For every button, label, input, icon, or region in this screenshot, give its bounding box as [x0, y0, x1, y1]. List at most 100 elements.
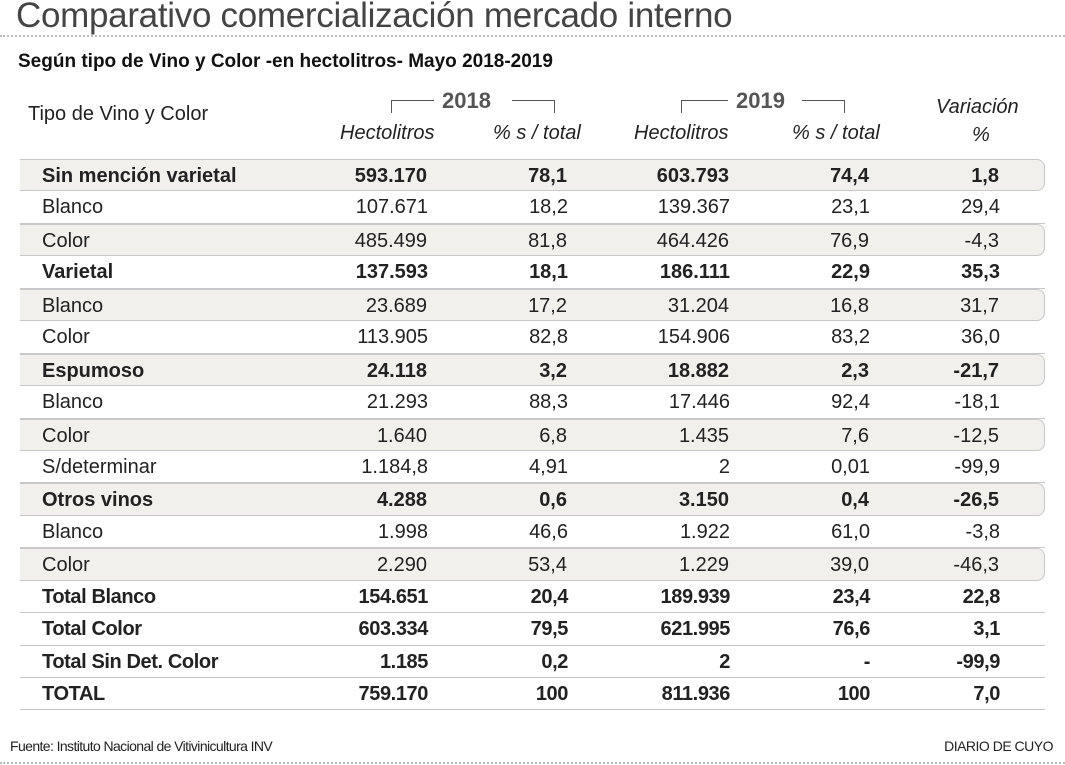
hecto-2018-cell: 1.184,8 [361, 455, 428, 478]
variation-cell: -3,8 [965, 520, 1000, 543]
pct-2019-cell: 2,3 [841, 359, 869, 382]
bracket-2018-left [391, 100, 434, 113]
hecto-2018-cell: 23.689 [365, 294, 427, 317]
table-row: Color 113.905 82,8 154.906 83,2 36,0 [20, 321, 1045, 354]
table-row: TOTAL 759.170 100 811.936 100 7,0 [20, 678, 1045, 711]
chart-title: Comparativo comercialización mercado int… [16, 0, 733, 35]
hecto-2018-cell: 137.593 [355, 261, 428, 284]
header-pct-2018: % s / total [493, 122, 581, 144]
variation-cell: -46,3 [953, 554, 999, 577]
row-label-cell: Varietal [42, 261, 114, 284]
variation-cell: 31,7 [960, 294, 999, 317]
row-label-cell: Otros vinos [42, 489, 154, 512]
table-row: Blanco 107.671 18,2 139.367 23,1 29,4 [20, 191, 1045, 224]
hecto-2018-cell: 1.998 [377, 520, 428, 543]
pct-2018-cell: 4,91 [529, 455, 568, 478]
hecto-2018-cell: 21.293 [366, 391, 428, 414]
hecto-2018-cell: 759.170 [358, 683, 429, 705]
hecto-2018-cell: 1.640 [376, 424, 427, 447]
row-label-cell: Color [42, 326, 90, 349]
variation-cell: 3,1 [973, 618, 1000, 641]
pct-2019-cell: 83,2 [831, 326, 870, 349]
pct-2019-cell: 100 [837, 683, 871, 705]
hecto-2019-cell: 603.793 [656, 165, 729, 187]
variation-cell: 35,3 [961, 261, 1000, 284]
bracket-2018-right [512, 100, 555, 113]
row-label-cell: Total Blanco [42, 585, 156, 608]
pct-2019-cell: 0,4 [841, 489, 869, 512]
data-table: Sin mención varietal 593.170 78,1 603.793 74… [20, 159, 1045, 711]
pct-2018-cell: 53,4 [528, 554, 567, 577]
row-label-cell: Color [42, 424, 90, 447]
pct-2019-cell: 16,8 [830, 294, 869, 317]
row-label-cell: Blanco [42, 294, 104, 317]
chart-subtitle: Según tipo de Vino y Color -en hectolitr… [18, 51, 553, 72]
brand-credit: DIARIO DE CUYO [944, 738, 1053, 754]
pct-2019-cell: 39,0 [830, 554, 869, 577]
hecto-2019-cell: 1.435 [678, 424, 729, 447]
header-year-2018: 2018 [442, 88, 491, 113]
bracket-2019-right [802, 100, 845, 113]
table-row: Otros vinos 4.288 0,6 3.150 0,4 -26,5 [20, 483, 1045, 516]
source-note: Fuente: Instituto Nacional de Vitivinicu… [10, 738, 273, 754]
pct-2018-cell: 88,3 [529, 391, 568, 414]
hecto-2019-cell: 139.367 [657, 196, 730, 219]
pct-2018-cell: 20,4 [530, 585, 569, 608]
row-label-cell: Color [42, 554, 90, 577]
variation-cell: -26,5 [953, 489, 999, 512]
row-label-cell: Blanco [42, 391, 104, 414]
hecto-2018-cell: 593.170 [354, 165, 427, 187]
row-label-cell: Espumoso [42, 359, 145, 382]
variation-cell: -21,7 [953, 359, 999, 382]
row-label-cell: Color [42, 229, 90, 252]
hecto-2018-cell: 603.334 [358, 618, 429, 641]
pct-2019-cell: 76,9 [830, 229, 869, 252]
pct-2019-cell: 61,0 [831, 520, 870, 543]
pct-2018-cell: 0,6 [539, 489, 567, 512]
table-row: Espumoso 24.118 3,2 18.882 2,3 -21,7 [20, 353, 1045, 387]
pct-2018-cell: 18,1 [529, 261, 568, 284]
pct-2019-cell: - [863, 650, 871, 673]
pct-2018-cell: 3,2 [539, 359, 567, 382]
variation-cell: -4,3 [964, 229, 999, 252]
variation-cell: -18,1 [954, 391, 1000, 414]
row-label-cell: TOTAL [42, 683, 105, 705]
table-row: S/determinar 1.184,8 4,91 2 0,01 -99,9 [20, 451, 1045, 484]
pct-2018-cell: 6,8 [539, 424, 567, 447]
hecto-2019-cell: 2 [719, 650, 730, 673]
hecto-2019-cell: 17.446 [668, 391, 730, 414]
table-row: Blanco 1.998 46,6 1.922 61,0 -3,8 [20, 516, 1045, 549]
header-variation-pct: % [972, 124, 990, 146]
header-hecto-2019: Hectolitros [634, 122, 729, 144]
pct-2018-cell: 46,6 [529, 520, 568, 543]
hecto-2019-cell: 621.995 [660, 618, 731, 641]
hecto-2018-cell: 2.290 [376, 554, 427, 577]
row-label-cell: Total Color [42, 618, 142, 641]
table-row: Varietal 137.593 18,1 186.111 22,9 35,3 [20, 256, 1045, 289]
variation-cell: 22,8 [962, 585, 1001, 608]
hecto-2019-cell: 1.922 [679, 520, 730, 543]
hecto-2019-cell: 18.882 [667, 359, 729, 382]
hecto-2019-cell: 31.204 [667, 294, 729, 317]
hecto-2018-cell: 485.499 [354, 229, 427, 252]
row-label-cell: S/determinar [42, 455, 157, 478]
pct-2018-cell: 100 [535, 683, 569, 705]
table-row: Color 485.499 81,8 464.426 76,9 -4,3 [20, 223, 1045, 257]
pct-2018-cell: 0,2 [541, 650, 568, 673]
header-pct-2019: % s / total [792, 122, 880, 144]
hecto-2019-cell: 3.150 [678, 489, 729, 512]
hecto-2019-cell: 186.111 [659, 261, 730, 284]
pct-2019-cell: 7,6 [841, 424, 869, 447]
table-row: Total Color 603.334 79,5 621.995 76,6 3,1 [20, 613, 1045, 646]
pct-2018-cell: 79,5 [530, 618, 569, 641]
header-hecto-2018: Hectolitros [340, 122, 435, 144]
row-label-cell: Blanco [42, 520, 104, 543]
row-label-cell: Blanco [42, 196, 104, 219]
variation-cell: -99,9 [956, 650, 1000, 673]
pct-2019-cell: 23,1 [831, 196, 870, 219]
divider [0, 35, 1065, 37]
hecto-2019-cell: 464.426 [656, 229, 729, 252]
variation-cell: 29,4 [961, 196, 1000, 219]
hecto-2019-cell: 1.229 [678, 554, 729, 577]
row-label-cell: Sin mención varietal [42, 165, 237, 187]
